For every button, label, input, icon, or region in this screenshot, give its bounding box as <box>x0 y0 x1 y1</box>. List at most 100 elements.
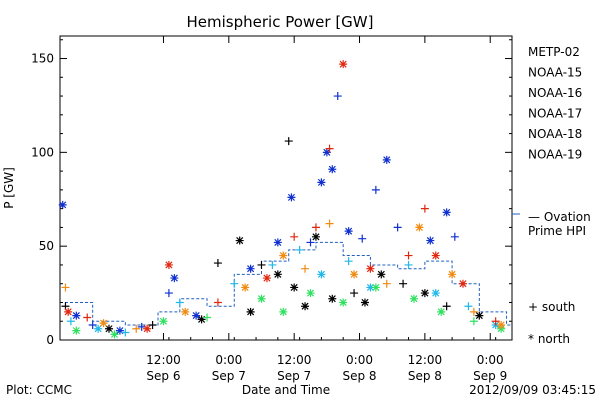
south-point-marker <box>284 137 293 146</box>
south-point-marker <box>213 298 222 307</box>
south-point-marker <box>404 260 413 269</box>
north-point-marker <box>181 307 190 316</box>
south-point-marker <box>404 251 413 260</box>
south-point-marker <box>164 289 173 298</box>
north-point-marker <box>366 283 375 292</box>
north-point-marker <box>159 317 168 326</box>
ovation-hpi-series <box>60 241 512 326</box>
south-point-marker <box>325 144 334 153</box>
south-point-marker <box>399 279 408 288</box>
north-point-marker <box>328 165 337 174</box>
y-tick-label: 50 <box>39 239 54 253</box>
north-point-marker <box>371 283 380 292</box>
north-point-marker <box>306 289 315 298</box>
south-point-marker <box>121 328 130 337</box>
north-point-marker <box>431 251 440 260</box>
north-point-marker <box>322 148 331 157</box>
north-point-marker <box>279 251 288 260</box>
footer-plot-credit: Plot: CCMC <box>6 383 72 397</box>
south-point-marker <box>88 320 97 329</box>
south-point-marker <box>148 320 157 329</box>
x-tick-time-label: 12:00 <box>408 353 443 367</box>
series-metp-02 <box>61 137 484 333</box>
north-point-marker <box>105 324 114 333</box>
south-point-marker <box>132 324 141 333</box>
legend-south-label: + south <box>528 300 575 314</box>
north-point-marker <box>442 208 451 217</box>
north-point-marker <box>311 232 320 241</box>
south-point-marker <box>295 245 304 254</box>
ovation-hpi-line <box>60 241 512 326</box>
series-noaa-19 <box>64 60 500 333</box>
x-tick-time-label: 12:00 <box>146 353 181 367</box>
x-axis-label: Date and Time <box>242 383 330 397</box>
north-point-marker <box>273 270 282 279</box>
x-tick-date-label: Sep 9 <box>473 369 507 383</box>
south-point-marker <box>420 204 429 213</box>
north-point-marker <box>257 294 266 303</box>
x-tick-time-label: 12:00 <box>277 353 312 367</box>
north-point-marker <box>72 311 81 320</box>
plot-frame <box>59 35 513 341</box>
north-point-marker <box>301 302 310 311</box>
north-point-marker <box>94 324 103 333</box>
south-point-marker <box>469 317 478 326</box>
footer-timestamp: 2012/09/09 03:45:15 <box>469 383 596 397</box>
legend-entry-noaa-17: NOAA-17 <box>528 107 582 121</box>
south-point-marker <box>311 223 320 232</box>
south-point-marker <box>450 232 459 241</box>
legend-north-label: * north <box>528 332 570 346</box>
north-point-marker <box>420 289 429 298</box>
north-point-marker <box>458 279 467 288</box>
south-point-marker <box>442 302 451 311</box>
south-point-marker <box>61 283 70 292</box>
x-tick-date-label: Sep 7 <box>277 369 311 383</box>
north-point-marker <box>344 227 353 236</box>
south-point-marker <box>333 92 342 101</box>
south-point-marker <box>325 219 334 228</box>
north-point-marker <box>415 223 424 232</box>
south-point-marker <box>301 264 310 273</box>
north-point-marker <box>262 274 271 283</box>
south-point-marker <box>393 223 402 232</box>
north-point-marker <box>110 330 119 339</box>
south-point-marker <box>371 185 380 194</box>
north-point-marker <box>475 311 484 320</box>
x-tick-time-label: 0:00 <box>346 353 373 367</box>
south-point-marker <box>344 257 353 266</box>
y-axis-label: P [GW] <box>2 167 16 209</box>
x-tick-time-label: 0:00 <box>477 353 504 367</box>
north-point-marker <box>235 236 244 245</box>
north-point-marker <box>287 193 296 202</box>
north-point-marker <box>143 324 152 333</box>
south-point-marker <box>66 317 75 326</box>
north-point-marker <box>497 320 506 329</box>
south-point-marker <box>350 289 359 298</box>
north-point-marker <box>360 298 369 307</box>
north-point-marker <box>99 319 108 328</box>
series-noaa-15 <box>58 92 459 335</box>
north-point-marker <box>339 298 348 307</box>
north-point-marker <box>431 289 440 298</box>
y-tick-label: 0 <box>46 333 54 347</box>
south-point-marker <box>358 234 367 243</box>
south-point-marker <box>213 259 222 268</box>
y-tick-label: 100 <box>31 145 54 159</box>
x-tick-date-label: Sep 7 <box>212 369 246 383</box>
north-point-marker <box>64 307 73 316</box>
north-point-marker <box>72 326 81 335</box>
x-tick-date-label: Sep 8 <box>408 369 442 383</box>
north-point-marker <box>290 283 299 292</box>
x-tick-time-label: 0:00 <box>215 353 242 367</box>
north-point-marker <box>197 315 206 324</box>
north-point-marker <box>170 274 179 283</box>
south-point-marker <box>306 238 315 247</box>
north-point-marker <box>448 270 457 279</box>
north-point-marker <box>273 238 282 247</box>
data-points <box>58 60 506 339</box>
x-tick-date-label: Sep 6 <box>146 369 180 383</box>
legend-ovation-line1: — Ovation <box>528 210 591 224</box>
north-point-marker <box>366 264 375 273</box>
south-point-marker <box>290 232 299 241</box>
